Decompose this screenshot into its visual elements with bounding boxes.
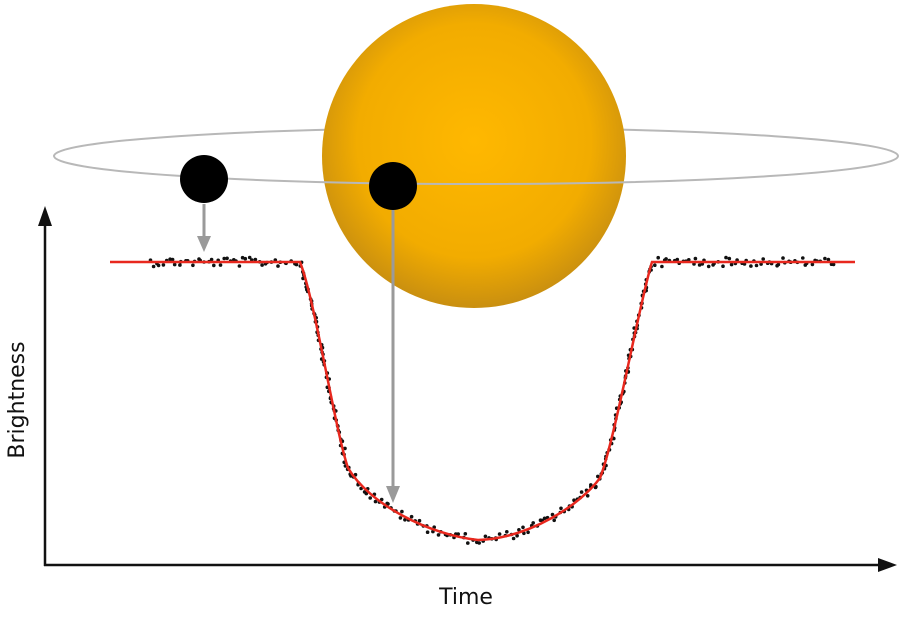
measurement-dot bbox=[531, 521, 535, 525]
measurement-dot bbox=[178, 263, 182, 267]
measurement-dot bbox=[209, 257, 214, 262]
measurement-dot bbox=[552, 518, 556, 523]
measurement-dot bbox=[456, 532, 461, 536]
measurement-dot bbox=[664, 257, 668, 261]
measurement-dot bbox=[398, 516, 403, 520]
measurement-dot bbox=[294, 262, 299, 267]
measurement-dot bbox=[693, 256, 698, 261]
measurement-dot bbox=[222, 256, 226, 261]
star bbox=[322, 4, 626, 308]
measurement-dot bbox=[463, 532, 468, 536]
measurement-dot bbox=[653, 263, 657, 268]
measurement-dot bbox=[403, 518, 407, 522]
measurement-dot bbox=[729, 262, 734, 267]
measurement-dot bbox=[253, 257, 258, 262]
x-axis-arrow bbox=[878, 558, 897, 572]
measurement-dot bbox=[612, 436, 616, 441]
measurement-dot bbox=[505, 530, 509, 534]
measurement-dot bbox=[542, 516, 547, 521]
measurement-dot bbox=[436, 533, 441, 537]
measurement-dot bbox=[687, 258, 691, 262]
measurement-dot bbox=[161, 263, 166, 267]
measurement-dot bbox=[276, 264, 280, 268]
measurement-dot bbox=[754, 263, 759, 268]
measurement-dot bbox=[579, 490, 584, 494]
measurement-dot bbox=[260, 263, 264, 267]
pointer-head bbox=[197, 236, 211, 252]
measurement-dot bbox=[831, 262, 836, 267]
measurement-dot bbox=[761, 257, 765, 261]
measurement-dot bbox=[727, 256, 732, 261]
measurement-dot bbox=[721, 264, 725, 269]
measurement-dot bbox=[483, 534, 488, 539]
measurement-dot bbox=[776, 262, 781, 267]
measurement-dot bbox=[172, 262, 177, 267]
orbit-front bbox=[53, 155, 899, 185]
measurement-dot bbox=[585, 494, 590, 498]
measurement-dot bbox=[810, 262, 815, 267]
measurement-dot bbox=[675, 257, 680, 262]
measurement-dot bbox=[417, 518, 422, 523]
measurement-dot bbox=[466, 541, 470, 545]
measurement-dot bbox=[191, 263, 195, 268]
measurement-dot bbox=[247, 255, 252, 260]
measurement-dot bbox=[477, 541, 482, 545]
fit-curve bbox=[110, 260, 855, 542]
measurement-dot bbox=[656, 255, 660, 260]
planet-outside bbox=[180, 155, 228, 203]
measurement-dot bbox=[497, 532, 502, 536]
measurement-dot bbox=[379, 497, 384, 502]
measurement-dot bbox=[697, 263, 702, 267]
measurement-dot bbox=[425, 530, 430, 534]
measurement-dot bbox=[706, 264, 711, 269]
measurement-dot bbox=[386, 502, 390, 506]
measurement-dot bbox=[170, 257, 175, 262]
measurement-dot bbox=[801, 256, 805, 260]
measurement-dot bbox=[749, 264, 753, 268]
measurement-dot bbox=[243, 256, 248, 261]
measurement-dot bbox=[373, 499, 378, 504]
pointer-head bbox=[386, 486, 400, 503]
measurement-dot bbox=[517, 528, 521, 532]
measurement-dot bbox=[781, 256, 785, 260]
measurement-dot bbox=[240, 255, 245, 260]
measurement-dot bbox=[368, 496, 373, 500]
measurement-dot bbox=[515, 533, 519, 538]
measurement-dot bbox=[432, 525, 437, 529]
measurement-dot bbox=[823, 256, 827, 261]
measurement-dot bbox=[596, 474, 600, 479]
measurement-dot bbox=[526, 530, 530, 535]
y-axis-arrow bbox=[38, 206, 52, 226]
x-axis-label: Time bbox=[438, 585, 493, 610]
measurement-dot bbox=[724, 255, 728, 260]
measurement-dot bbox=[559, 506, 563, 511]
measurement-dot bbox=[550, 512, 555, 517]
measurement-dot bbox=[572, 498, 576, 503]
measurement-dot bbox=[212, 263, 216, 268]
measurement-dot bbox=[521, 525, 525, 530]
measurement-dot bbox=[826, 257, 831, 262]
measurement-dot bbox=[660, 264, 664, 269]
measurement-dot bbox=[218, 263, 223, 267]
measurement-dot bbox=[511, 536, 516, 541]
y-axis-label: Brightness bbox=[5, 341, 30, 458]
measurement-dot bbox=[237, 264, 242, 268]
measurement-dot bbox=[156, 263, 161, 268]
measurement-dot bbox=[409, 514, 414, 519]
measurement-dot bbox=[151, 264, 156, 269]
planet-transit bbox=[369, 162, 417, 210]
measurement-dot bbox=[225, 256, 229, 261]
measurement-dot bbox=[589, 483, 593, 487]
measurement-dot bbox=[400, 509, 404, 514]
